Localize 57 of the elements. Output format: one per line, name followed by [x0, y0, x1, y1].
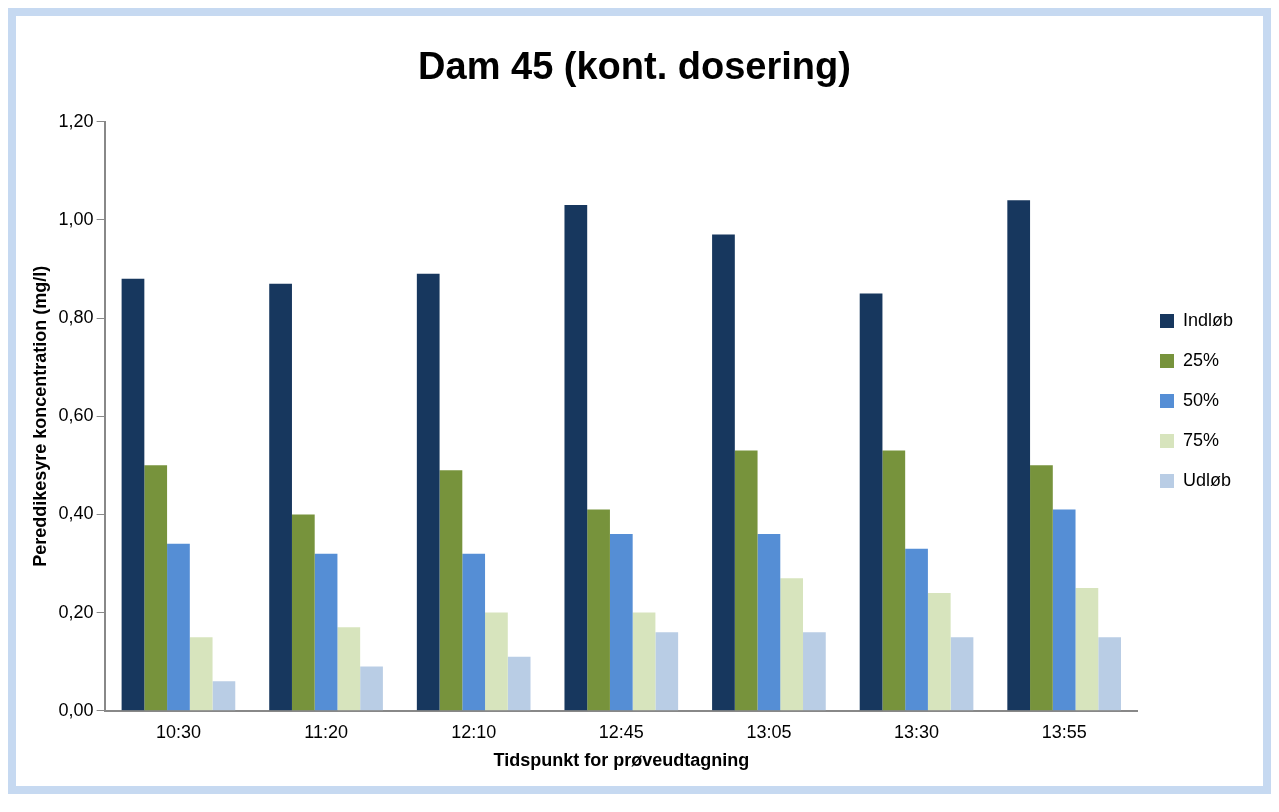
bar	[269, 283, 292, 711]
y-tick-label: 0,20	[58, 601, 94, 622]
bar	[587, 509, 610, 711]
bar	[144, 465, 168, 711]
bar	[1075, 588, 1099, 711]
y-tick-label: 0,80	[58, 306, 94, 327]
bar	[905, 548, 928, 711]
bar	[564, 205, 588, 711]
bar	[757, 534, 781, 711]
bar	[485, 612, 508, 711]
x-tick-label: 10:30	[155, 721, 201, 742]
bar	[1052, 509, 1076, 711]
y-tick-label: 0,40	[58, 503, 94, 524]
bar	[734, 450, 758, 711]
bar	[609, 534, 633, 711]
x-tick-label: 13:55	[1041, 721, 1087, 742]
x-axis-title: Tidspunkt for prøveudtagning	[493, 750, 750, 771]
bar	[121, 278, 145, 711]
legend-label: 75%	[1182, 429, 1219, 450]
y-axis-title: Pereddikesyre koncentration (mg/l)	[29, 265, 50, 567]
bar	[1030, 465, 1053, 711]
x-tick-label: 12:10	[451, 721, 497, 742]
bar	[927, 592, 951, 711]
bar	[655, 632, 679, 711]
y-tick-label: 1,20	[58, 110, 94, 131]
x-tick-label: 12:45	[598, 721, 644, 742]
bar	[507, 656, 531, 711]
bar	[1007, 200, 1031, 711]
bar	[167, 543, 190, 711]
bar	[416, 273, 440, 711]
bar	[337, 627, 361, 711]
bar	[212, 681, 236, 711]
bar	[439, 470, 463, 711]
bar	[360, 666, 383, 711]
y-tick-label: 0,60	[58, 405, 94, 426]
bar	[1098, 637, 1121, 711]
x-tick-label: 11:20	[304, 721, 348, 742]
legend-label: Indløb	[1182, 309, 1233, 330]
bar	[780, 578, 804, 711]
bar	[314, 553, 338, 711]
y-tick-label: 0,00	[58, 699, 94, 720]
bar	[291, 514, 315, 711]
x-tick-label: 13:05	[746, 721, 792, 742]
bar	[882, 450, 906, 711]
x-tick-label: 13:30	[894, 721, 940, 742]
bar	[462, 553, 486, 711]
chart-title: Dam 45 (kont. dosering)	[418, 45, 851, 88]
bar	[803, 632, 826, 711]
legend-label: 50%	[1182, 389, 1219, 410]
bar	[189, 637, 213, 711]
legend-label: 25%	[1182, 349, 1219, 370]
bar	[859, 293, 883, 711]
legend-label: Udløb	[1182, 469, 1231, 490]
y-tick-label: 1,00	[58, 208, 94, 229]
bar	[950, 637, 974, 711]
bar	[712, 234, 735, 711]
bar	[632, 612, 656, 711]
